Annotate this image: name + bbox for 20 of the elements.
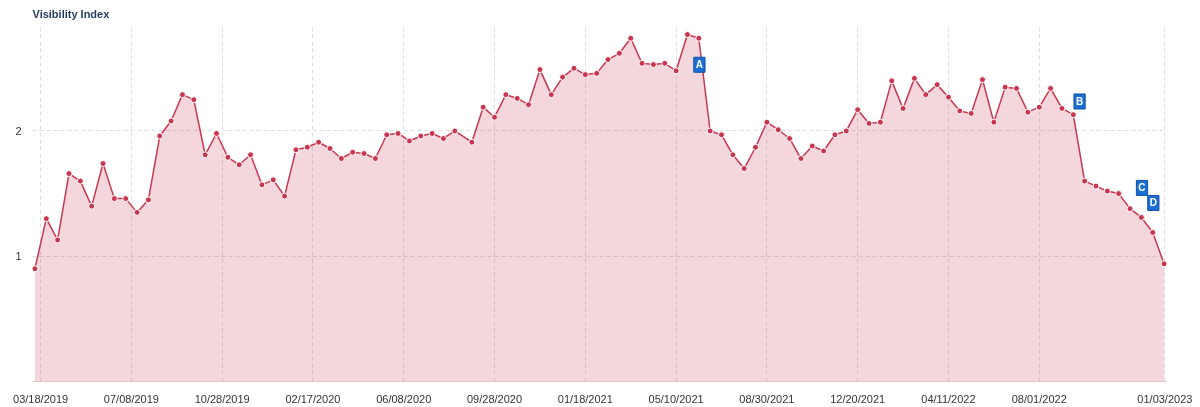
annotation: B	[1075, 95, 1084, 107]
x-tick-label: 12/20/2021	[830, 392, 886, 405]
chart-title: Visibility Index	[32, 7, 111, 20]
x-tick-label: 04/11/2022	[921, 392, 976, 405]
x-tick-label: 05/10/2021	[648, 392, 704, 405]
y-tick-label: 2	[15, 124, 22, 137]
x-tick-label: 03/18/2019	[13, 392, 69, 405]
x-tick-label: 01/18/2021	[557, 392, 613, 405]
annotation: D	[1149, 197, 1157, 209]
x-tick-label: 10/28/2019	[194, 392, 250, 405]
annotation: A	[695, 59, 704, 71]
x-tick-label: 08/30/2021	[739, 392, 795, 405]
annotation: C	[1138, 182, 1146, 194]
x-tick-label: 09/28/2020	[467, 392, 523, 405]
x-tick-label: 01/03/2023	[1137, 392, 1193, 405]
y-tick-label: 1	[15, 250, 22, 263]
x-tick-label: 08/01/2022	[1011, 392, 1067, 405]
x-tick-label: 06/08/2020	[376, 392, 432, 405]
x-tick-label: 07/08/2019	[103, 392, 159, 405]
x-tick-label: 02/17/2020	[285, 392, 341, 405]
